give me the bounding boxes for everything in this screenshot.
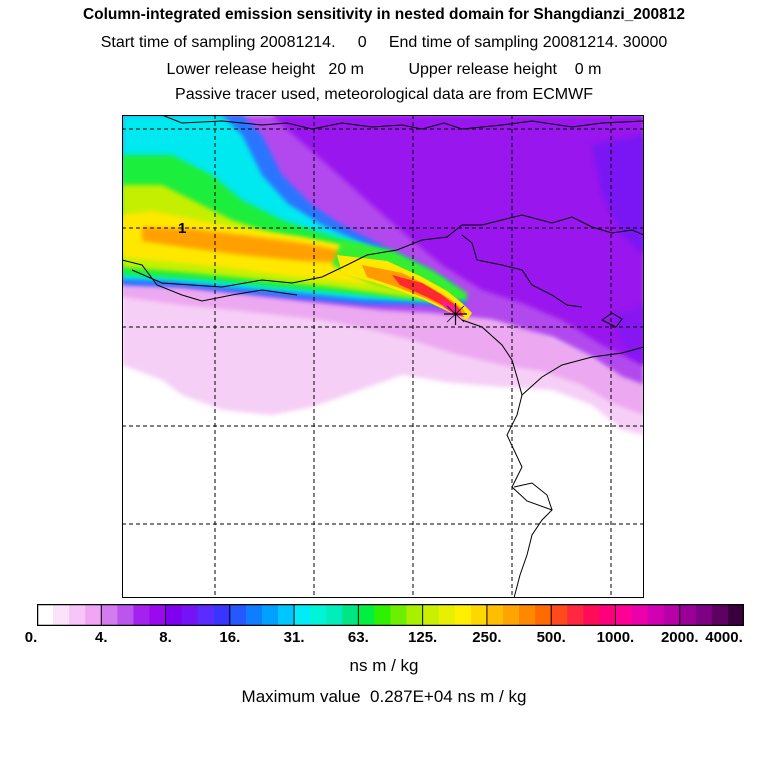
contour-violet-patch-south: [612, 305, 644, 365]
colorbar-tick-label: 4.: [95, 629, 108, 646]
colorbar-swatch: [454, 604, 472, 626]
coastline: [161, 115, 644, 130]
colorbar-swatch: [406, 604, 424, 626]
tracer-info-line: Passive tracer used, meteorological data…: [175, 86, 593, 103]
colorbar-tick-label: 4000.: [705, 629, 743, 646]
colorbar-swatch: [310, 604, 327, 626]
colorbar-tick-label: 31.: [283, 629, 305, 646]
contour-pink-band: [122, 275, 644, 435]
colorbar-tick-label: 2000.: [660, 629, 699, 646]
colorbar-tick-label: 8.: [159, 629, 172, 646]
colorbar: [37, 604, 744, 626]
colorbar-swatch: [519, 604, 536, 626]
colorbar-swatch: [567, 604, 584, 626]
colorbar-swatch: [197, 604, 215, 626]
colorbar-swatch: [486, 604, 504, 626]
contour-orange: [142, 227, 362, 263]
colorbar-tick-label: 16.: [219, 629, 241, 646]
border-line-north: [131, 214, 644, 288]
colorbar-swatch: [438, 604, 456, 626]
colorbar-swatch: [133, 604, 150, 626]
colorbar-swatch: [294, 604, 311, 626]
colorbar-tick-label: 63.: [347, 629, 369, 646]
coastline-peninsula: [521, 346, 644, 396]
plume-tongue-magenta: [440, 299, 464, 317]
map-grid: [122, 115, 644, 598]
contour-deep-purple: [272, 115, 644, 365]
colorbar-swatch: [727, 604, 744, 626]
colorbar-swatch: [535, 604, 552, 626]
coastline-bay: [513, 482, 553, 511]
colorbar-unit: ns m / kg: [349, 656, 419, 675]
colorbar-frame: [37, 604, 744, 626]
release-site-marker: [444, 303, 467, 325]
colorbar-swatch: [165, 604, 183, 626]
sensitivity-map: 1: [122, 115, 644, 598]
colorbar-swatch: [390, 604, 407, 626]
colorbar-swatch: [101, 604, 118, 626]
colorbar-swatch: [37, 604, 54, 626]
colorbar-swatch: [358, 604, 375, 626]
colorbar-swatch: [261, 604, 279, 626]
island-outline: [601, 312, 623, 328]
contour-violet-patch: [592, 135, 644, 255]
colorbar-swatch: [149, 604, 166, 626]
colorbar-swatch: [647, 604, 665, 626]
colorbar-swatch: [502, 604, 520, 626]
colorbar-swatch: [326, 604, 343, 626]
contour-label: 1: [178, 220, 186, 237]
colorbar-swatch: [181, 604, 199, 626]
maximum-value-text: Maximum value 0.287E+04 ns m / kg: [241, 687, 527, 706]
colorbar-swatch: [583, 604, 600, 626]
contour-pink-band-inner: [122, 275, 644, 415]
release-height-line: Lower release height 20 m Upper release …: [166, 61, 602, 78]
colorbar-swatch: [422, 604, 440, 626]
colorbar-tick-label: 500.: [536, 629, 566, 646]
colorbar-swatch: [342, 604, 359, 626]
sampling-time-line: Start time of sampling 20081214. 0 End t…: [100, 34, 668, 51]
colorbar-swatch: [599, 604, 616, 626]
colorbar-swatch: [679, 604, 697, 626]
colorbar-swatch: [663, 604, 681, 626]
colorbar-swatch: [278, 604, 295, 626]
coastline-east: [461, 319, 553, 598]
border-line-west: [122, 259, 298, 302]
colorbar-tick-label: 250.: [472, 629, 502, 646]
colorbar-swatch: [695, 604, 713, 626]
colorbar-tick-label: 125.: [408, 629, 438, 646]
chart-title: Column-integrated emission sensitivity i…: [82, 6, 686, 23]
colorbar-swatch: [85, 604, 102, 626]
colorbar-swatch: [470, 604, 488, 626]
border-line-central: [461, 234, 583, 308]
map-frame: [122, 115, 644, 598]
colorbar-swatch: [245, 604, 263, 626]
colorbar-swatch: [374, 604, 391, 626]
colorbar-swatch: [69, 604, 86, 626]
colorbar-swatch: [711, 604, 729, 626]
colorbar-swatch: [53, 604, 70, 626]
colorbar-swatch: [117, 604, 134, 626]
colorbar-swatch: [615, 604, 632, 626]
colorbar-swatch: [213, 604, 231, 626]
colorbar-swatch: [551, 604, 568, 626]
colorbar-tick-label: 0.: [24, 629, 38, 646]
colorbar-swatch: [229, 604, 247, 626]
colorbar-tick-labels: 0. 4. 8. 16. 31. 63. 125. 250. 500. 1000. 2000. 400…: [0, 629, 768, 651]
colorbar-swatch: [631, 604, 648, 626]
colorbar-tick-label: 1000.: [596, 629, 635, 646]
